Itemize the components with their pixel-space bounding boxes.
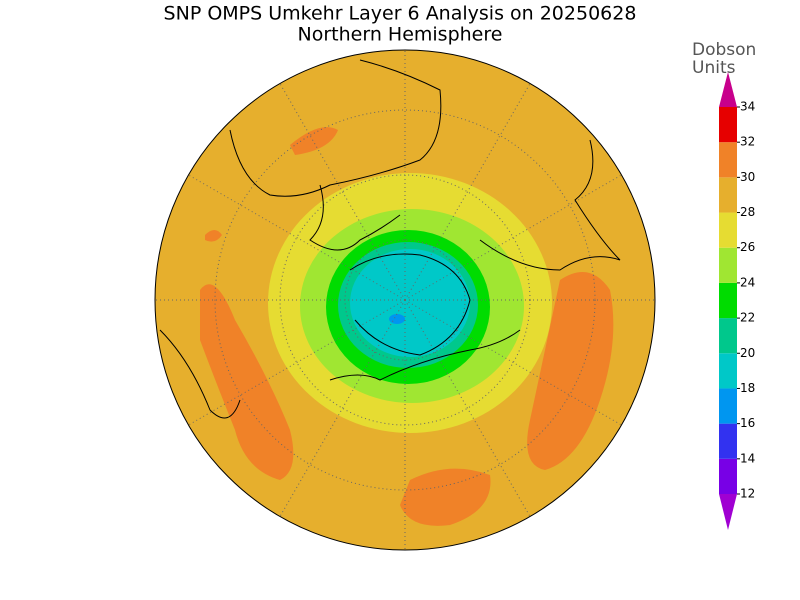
colorbar-band [719, 107, 737, 143]
colorbar: 12 14 16 18 20 22 24 26 28 30 32 34 [719, 72, 755, 530]
coastline [329, 329, 521, 381]
coastline [309, 184, 401, 251]
longitude-line [274, 299, 406, 526]
colorbar-tick-label: 26 [740, 240, 755, 254]
map [155, 50, 655, 550]
colorbar-tick-label: 32 [740, 135, 755, 149]
colorbar-tick-label: 34 [740, 100, 755, 114]
coastline [479, 139, 621, 271]
colorbar-tick-label: 28 [740, 205, 755, 219]
longitude-line [404, 299, 631, 431]
field-30-32 [205, 230, 222, 242]
colorbar-band [719, 318, 737, 354]
field-30-32 [400, 468, 491, 526]
subtitle: Northern Hemisphere [298, 24, 503, 46]
colorbar-band [719, 353, 737, 389]
longitude-line [404, 74, 536, 301]
colorbar-band [719, 247, 737, 283]
field-30-32 [200, 284, 294, 480]
coastline [349, 253, 471, 356]
colorbar-tick-label: 30 [740, 170, 755, 184]
colorbar-tick-label: 14 [740, 451, 755, 465]
coastline [229, 59, 442, 197]
colorbar-band [719, 423, 737, 459]
colorbar-label: Units [692, 58, 736, 78]
colorbar-low [719, 494, 737, 530]
map-border [154, 49, 656, 551]
coastline [159, 329, 241, 419]
longitude-line [404, 169, 631, 301]
colorbar-band [719, 388, 737, 424]
colorbar-band [719, 282, 737, 319]
latitude-line [214, 109, 596, 491]
colorbar-tick-label: 12 [740, 487, 755, 501]
colorbar-tick-label: 24 [740, 275, 755, 289]
longitude-line [179, 169, 406, 301]
title: SNP OMPS Umkehr Layer 6 Analysis on 2025… [164, 3, 637, 25]
colorbar-band [719, 212, 737, 248]
field-16-18 [389, 314, 405, 324]
colorbar-tick-label: 20 [740, 346, 755, 360]
colorbar-tick-label: 22 [740, 311, 755, 325]
colorbar-band [719, 142, 737, 178]
colorbar-tick-label: 18 [740, 381, 755, 395]
field-30-32 [290, 127, 338, 155]
field-30-32 [527, 272, 614, 470]
colorbar-band [719, 458, 737, 494]
field-18-20 [350, 249, 470, 357]
colorbar-label: Dobson [692, 40, 756, 60]
longitude-line [404, 299, 536, 526]
colorbar-tick-label: 16 [740, 416, 755, 430]
longitude-line [179, 299, 406, 431]
colorbar-high [719, 72, 737, 107]
longitude-line [274, 74, 406, 301]
colorbar-band [719, 177, 737, 213]
